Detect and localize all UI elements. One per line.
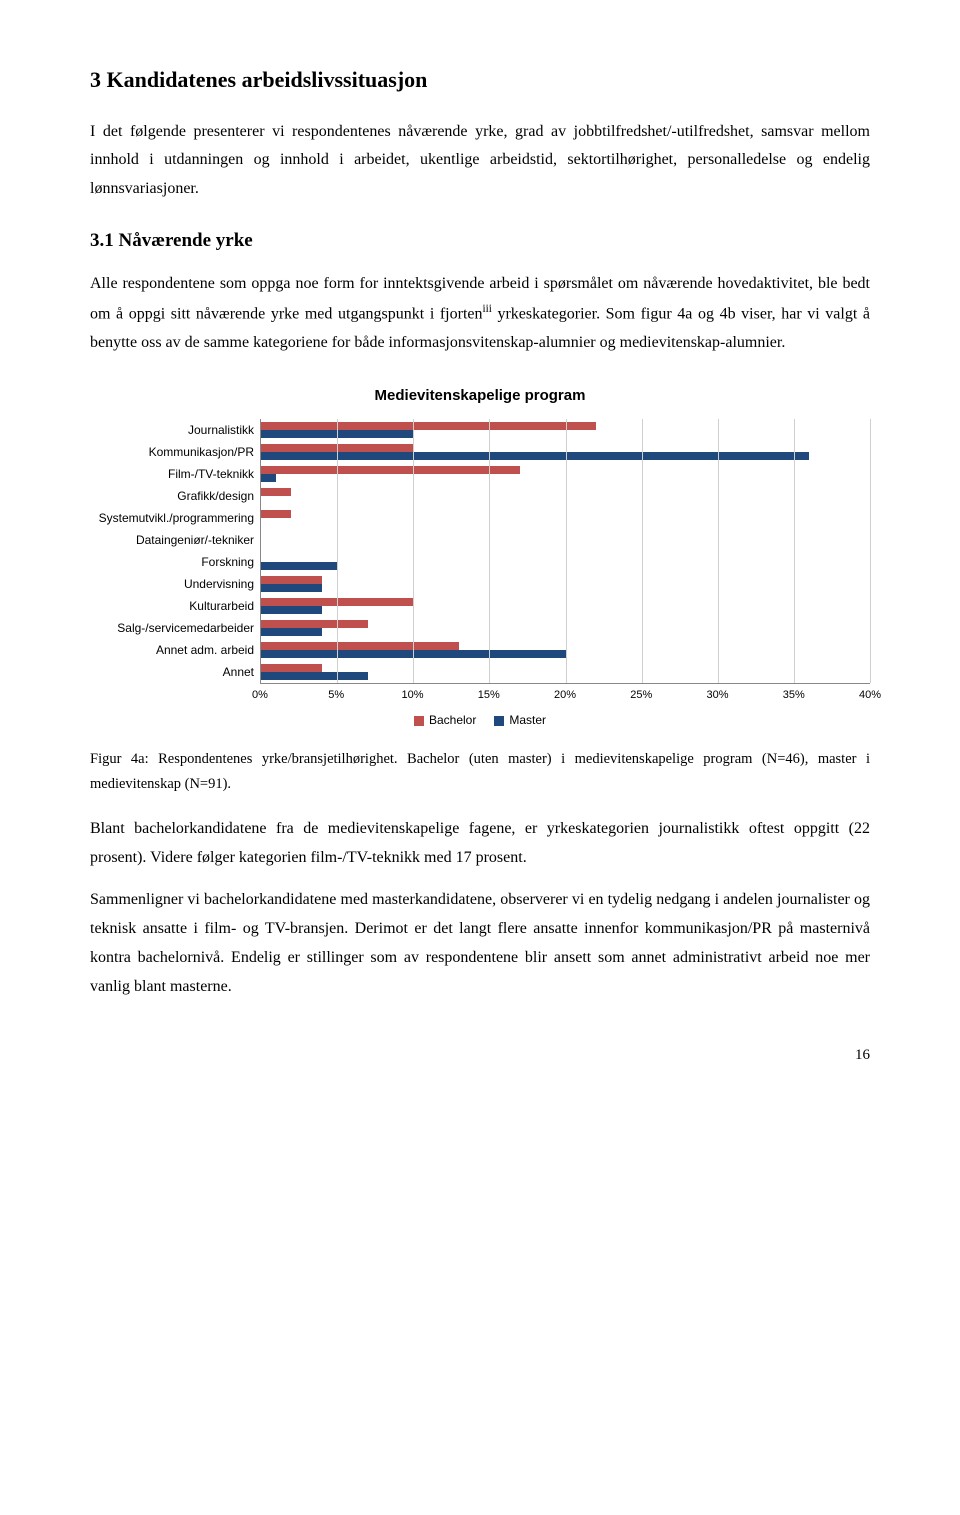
chart-x-tick: 40% — [859, 686, 881, 706]
chart-gridline — [337, 419, 338, 683]
chart-x-tick: 5% — [328, 686, 344, 706]
legend-label-master: Master — [509, 710, 546, 732]
chart-gridline — [794, 419, 795, 683]
chart-gridline — [870, 419, 871, 683]
legend-swatch-master — [494, 716, 504, 726]
chart-x-tick: 25% — [630, 686, 652, 706]
bar-bachelor — [261, 576, 322, 584]
footnote-marker: iii — [483, 303, 492, 315]
bar-master — [261, 628, 322, 636]
legend-item-master: Master — [494, 710, 546, 732]
bar-master — [261, 562, 337, 570]
chart-category-label: Kommunikasjon/PR — [90, 441, 254, 463]
bar-master — [261, 606, 322, 614]
legend-label-bachelor: Bachelor — [429, 710, 476, 732]
chart-gridline — [413, 419, 414, 683]
bar-master — [261, 452, 809, 460]
chart-category-label: Journalistikk — [90, 419, 254, 441]
chart-category-label: Annet — [90, 661, 254, 683]
bar-master — [261, 672, 368, 680]
chart-category-label: Systemutvikl./programmering — [90, 507, 254, 529]
chart-gridline — [718, 419, 719, 683]
chart-x-tick: 35% — [783, 686, 805, 706]
bar-bachelor — [261, 466, 520, 474]
chart-gridline — [489, 419, 490, 683]
chart-category-label: Grafikk/design — [90, 485, 254, 507]
chart-gridline — [642, 419, 643, 683]
chart-x-axis: 0%5%10%15%20%25%30%35%40% — [260, 684, 870, 702]
paragraph-1: Alle respondentene som oppga noe form fo… — [90, 270, 870, 358]
bar-bachelor — [261, 488, 291, 496]
chart-y-labels: JournalistikkKommunikasjon/PRFilm-/TV-te… — [90, 419, 260, 684]
chart-category-label: Salg-/servicemedarbeider — [90, 617, 254, 639]
section-heading: 3 Kandidatenes arbeidslivssituasjon — [90, 60, 870, 100]
bar-bachelor — [261, 510, 291, 518]
legend-swatch-bachelor — [414, 716, 424, 726]
subsection-heading: 3.1 Nåværende yrke — [90, 224, 870, 258]
chart-category-label: Film-/TV-teknikk — [90, 463, 254, 485]
chart-category-label: Annet adm. arbeid — [90, 639, 254, 661]
chart-plot-area — [260, 419, 870, 684]
bar-bachelor — [261, 664, 322, 672]
chart-category-label: Kulturarbeid — [90, 595, 254, 617]
chart-title: Medievitenskapelige program — [90, 382, 870, 409]
chart-x-tick: 30% — [706, 686, 728, 706]
chart-body: JournalistikkKommunikasjon/PRFilm-/TV-te… — [90, 419, 870, 684]
bar-bachelor — [261, 642, 459, 650]
chart-category-label: Undervisning — [90, 573, 254, 595]
chart-category-label: Forskning — [90, 551, 254, 573]
bar-master — [261, 474, 276, 482]
bar-chart: Medievitenskapelige program Journalistik… — [90, 382, 870, 732]
chart-legend: Bachelor Master — [90, 710, 870, 732]
chart-x-tick: 0% — [252, 686, 268, 706]
figure-caption: Figur 4a: Respondentenes yrke/bransjetil… — [90, 747, 870, 796]
chart-x-tick: 15% — [478, 686, 500, 706]
chart-category-label: Dataingeniør/-tekniker — [90, 529, 254, 551]
bar-master — [261, 584, 322, 592]
page-number: 16 — [90, 1042, 870, 1069]
paragraph-2: Blant bachelorkandidatene fra de medievi… — [90, 815, 870, 873]
intro-paragraph: I det følgende presenterer vi respondent… — [90, 118, 870, 204]
chart-x-tick: 10% — [401, 686, 423, 706]
chart-x-tick: 20% — [554, 686, 576, 706]
bar-bachelor — [261, 422, 596, 430]
paragraph-3: Sammenligner vi bachelorkandidatene med … — [90, 886, 870, 1001]
legend-item-bachelor: Bachelor — [414, 710, 476, 732]
bar-bachelor — [261, 620, 368, 628]
chart-gridline — [566, 419, 567, 683]
